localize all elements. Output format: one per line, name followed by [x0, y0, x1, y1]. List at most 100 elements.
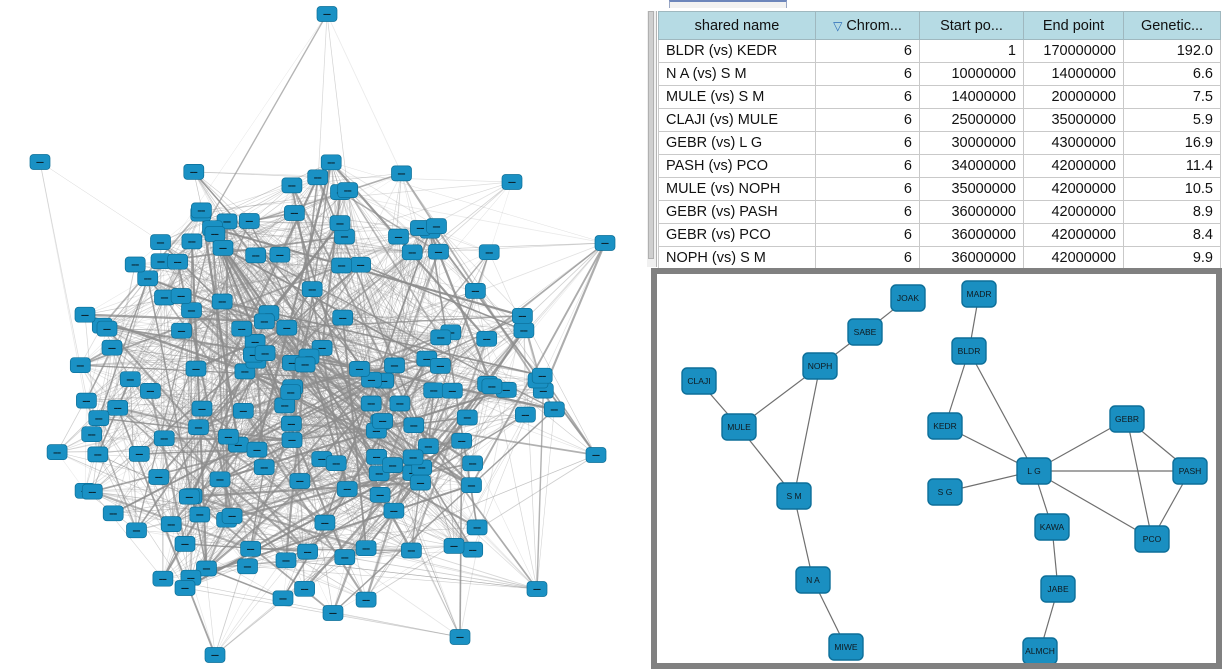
main-network-node[interactable] — [289, 473, 311, 489]
main-network-edge[interactable] — [163, 220, 250, 439]
main-network-node[interactable] — [478, 244, 500, 261]
main-network-node[interactable] — [430, 329, 452, 346]
main-network-edge[interactable] — [341, 317, 368, 549]
main-network-edge[interactable] — [102, 212, 295, 327]
main-network-edge[interactable] — [160, 241, 382, 423]
main-network-edge[interactable] — [268, 313, 367, 549]
sub-network-node[interactable]: S M — [776, 482, 812, 510]
main-network-edge[interactable] — [401, 173, 543, 376]
main-network-edge[interactable] — [360, 264, 372, 380]
main-network-node[interactable] — [245, 247, 267, 264]
main-network-node[interactable] — [254, 345, 276, 361]
main-network-edge[interactable] — [321, 236, 399, 349]
node-shape[interactable] — [1034, 513, 1070, 541]
main-network-edge[interactable] — [98, 297, 165, 419]
main-network-edge[interactable] — [398, 236, 429, 447]
main-network-edge[interactable] — [80, 365, 248, 567]
main-network-edge[interactable] — [162, 365, 395, 579]
main-network-edge[interactable] — [250, 548, 367, 601]
main-network-edge[interactable] — [206, 405, 285, 569]
main-network-edge[interactable] — [379, 315, 523, 495]
main-network-node[interactable] — [461, 477, 482, 494]
main-network-node[interactable] — [171, 322, 192, 339]
column-header-genetic[interactable]: Genetic... — [1123, 11, 1221, 40]
sub-network-node[interactable]: MADR — [961, 280, 997, 308]
main-network-edge[interactable] — [112, 254, 281, 514]
main-network-node[interactable] — [102, 505, 124, 522]
main-network-edge[interactable] — [198, 236, 345, 428]
main-network-edge[interactable] — [376, 330, 525, 431]
main-network-node[interactable] — [181, 302, 202, 319]
main-network-edge[interactable] — [249, 220, 507, 391]
main-network-edge[interactable] — [191, 310, 221, 480]
main-network-edge[interactable] — [39, 161, 93, 435]
main-network-edge[interactable] — [401, 173, 452, 333]
main-network-edge[interactable] — [222, 254, 281, 302]
sub-network-edge[interactable] — [1033, 470, 1153, 540]
main-network-edge[interactable] — [161, 478, 221, 580]
main-network-edge[interactable] — [243, 379, 372, 412]
main-network-edge[interactable] — [331, 162, 437, 227]
main-network-edge[interactable] — [226, 221, 441, 338]
main-network-node[interactable] — [456, 409, 478, 426]
main-network-edge[interactable] — [359, 252, 490, 370]
main-network-node[interactable] — [191, 400, 213, 417]
main-network-edge[interactable] — [249, 220, 441, 367]
main-network-node[interactable] — [331, 257, 352, 274]
main-network-node[interactable] — [443, 538, 465, 554]
main-network-edge[interactable] — [326, 13, 349, 191]
main-network-edge[interactable] — [523, 330, 526, 415]
main-network-edge[interactable] — [106, 177, 318, 329]
main-network-edge[interactable] — [256, 390, 544, 450]
main-network-edge[interactable] — [188, 255, 257, 497]
main-network-node[interactable] — [403, 417, 425, 434]
main-network-node[interactable] — [294, 356, 316, 373]
main-network-node[interactable] — [174, 536, 196, 552]
main-network-edge[interactable] — [177, 261, 242, 329]
main-network-edge[interactable] — [170, 310, 192, 525]
main-network-edge[interactable] — [360, 264, 597, 456]
main-network-node[interactable] — [355, 591, 377, 608]
main-network-edge[interactable] — [222, 173, 402, 249]
sub-network-canvas[interactable]: CLAJI MULE NOPH SABE JOAK S M N A MIWE MADR BLDR K… — [657, 274, 1216, 663]
main-network-node[interactable] — [204, 647, 226, 663]
main-network-edge[interactable] — [453, 414, 526, 547]
sub-network-node[interactable]: ALMCH — [1022, 637, 1058, 663]
main-network-node[interactable] — [150, 234, 171, 250]
main-network-edge[interactable] — [440, 242, 606, 367]
main-network-edge[interactable] — [97, 454, 233, 517]
sub-network-node[interactable]: MIWE — [828, 633, 864, 661]
main-network-edge[interactable] — [91, 220, 250, 435]
main-network-edge[interactable] — [340, 191, 473, 464]
main-network-edge[interactable] — [254, 341, 395, 511]
main-network-edge[interactable] — [92, 491, 172, 525]
main-network-edge[interactable] — [129, 378, 287, 561]
main-network-edge[interactable] — [264, 352, 381, 495]
main-network-edge[interactable] — [199, 439, 293, 515]
main-network-canvas[interactable]: ▬▬ ▬▬ ▬▬ ▬▬ ▬▬ ▬▬ ▬▬ ▬▬ ▬▬ ▬▬ ▬▬ ▬▬ ▬▬ ▬▬ ▬▬ ▬▬ ▬▬ ▬▬ ▬▬ ▬▬… — [0, 0, 645, 669]
main-network-node[interactable] — [211, 293, 233, 310]
main-network-edge[interactable] — [346, 264, 361, 490]
main-network-edge[interactable] — [264, 236, 399, 322]
main-network-edge[interactable] — [135, 360, 257, 531]
node-shape[interactable] — [961, 280, 997, 308]
main-network-edge[interactable] — [360, 264, 429, 447]
main-network-edge[interactable] — [111, 288, 313, 349]
main-network-edge[interactable] — [117, 406, 199, 429]
main-network-node[interactable] — [426, 218, 447, 234]
main-network-edge[interactable] — [264, 414, 526, 468]
main-network-edge[interactable] — [158, 255, 257, 478]
main-network-edge[interactable] — [470, 242, 606, 486]
data-table-panel[interactable]: shared name ▽ Chrom... Start po... End po… — [645, 0, 1222, 270]
main-network-edge[interactable] — [171, 403, 401, 525]
table-row[interactable]: MULE (vs) S M 6 14000000 20000000 7.5 — [658, 85, 1221, 109]
main-network-edge[interactable] — [111, 347, 137, 531]
main-network-edge[interactable] — [106, 328, 254, 355]
main-network-edge[interactable] — [206, 353, 266, 569]
main-network-edge[interactable] — [222, 247, 427, 359]
node-shape[interactable] — [951, 337, 987, 365]
main-network-edge[interactable] — [221, 177, 318, 302]
main-network-edge[interactable] — [136, 444, 239, 531]
main-network-edge[interactable] — [158, 185, 293, 478]
sub-network-panel[interactable]: CLAJI MULE NOPH SABE JOAK S M N A MIWE MADR BLDR K… — [651, 268, 1222, 669]
